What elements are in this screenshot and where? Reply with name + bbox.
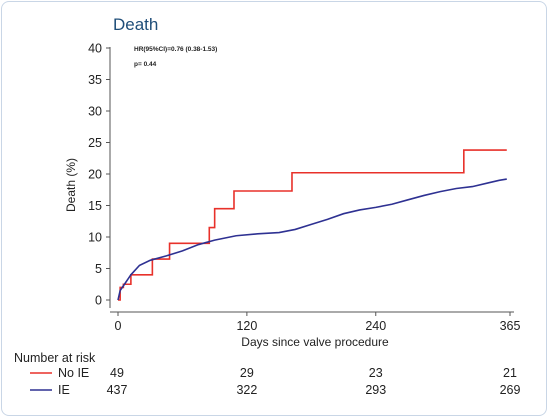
risk-count: 23: [369, 366, 383, 380]
risk-count: 437: [107, 383, 128, 397]
risk-count: 49: [110, 366, 124, 380]
p-value-annotation: p= 0.44: [134, 61, 157, 68]
y-tick-label: 25: [88, 136, 102, 150]
y-tick-label: 15: [88, 199, 102, 213]
risk-count: 269: [500, 383, 521, 397]
y-tick-label: 35: [88, 73, 102, 87]
y-tick-label: 10: [88, 231, 102, 245]
risk-count: 29: [240, 366, 254, 380]
risk-table: No IE 49 29 23 21 IE 437 322 293 269: [30, 366, 520, 397]
y-tick-label: 5: [95, 262, 102, 276]
y-tick-label: 30: [88, 105, 102, 119]
x-axis-ticks: 0 120 240 365: [115, 312, 521, 333]
x-tick-label: 240: [365, 319, 386, 333]
x-tick-label: 120: [236, 319, 257, 333]
risk-count: 293: [365, 383, 386, 397]
risk-count: 322: [236, 383, 257, 397]
y-tick-label: 20: [88, 168, 102, 182]
series-lines: [117, 149, 507, 301]
series-line-ie: [117, 178, 507, 301]
y-axis-ticks: 0 5 10 15 20 25 30 35 40: [88, 42, 110, 308]
risk-table-title: Number at risk: [14, 351, 96, 365]
x-axis-label: Days since valve procedure: [241, 335, 389, 349]
y-axis-label: Death (%): [64, 158, 78, 212]
series-line-no-ie: [118, 149, 507, 301]
x-tick-label: 365: [500, 319, 521, 333]
hr-annotation: HR(95%CI)=0.76 (0.38-1.53): [134, 46, 217, 53]
risk-row-label: IE: [58, 383, 70, 397]
y-tick-label: 40: [88, 42, 102, 56]
risk-count: 21: [503, 366, 517, 380]
x-tick-label: 0: [115, 319, 122, 333]
chart-title: Death: [113, 15, 158, 34]
risk-row-label: No IE: [58, 366, 89, 380]
y-tick-label: 0: [95, 294, 102, 308]
